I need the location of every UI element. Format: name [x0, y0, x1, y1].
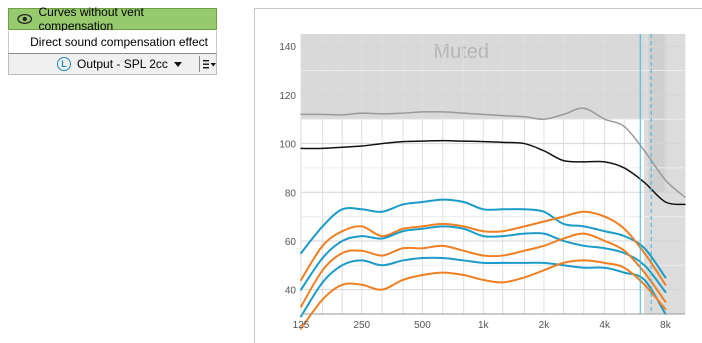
muted-label: Muted	[433, 41, 489, 63]
output-toolbar: L Output - SPL 2cc	[8, 53, 217, 75]
muted-region-top	[301, 34, 685, 120]
curves-without-vent-label: Curves without vent compensation	[38, 5, 144, 33]
output-select[interactable]: L Output - SPL 2cc	[57, 54, 199, 74]
direct-sound-compensation-toggle[interactable]: Direct sound compensation effect	[8, 31, 217, 53]
orange-curve-3	[300, 259, 667, 330]
curves-without-vent-toggle[interactable]: Curves without vent compensation	[8, 5, 217, 33]
output-select-label: Output - SPL 2cc	[77, 57, 168, 71]
orange-curve-1	[300, 210, 667, 286]
y-tick-label: 100	[279, 140, 296, 151]
toolbar-divider	[199, 56, 200, 72]
response-chart[interactable]: Muted 40 60 80 100 120 140 125 250 500 1k 2k 4k 8k	[255, 9, 702, 343]
orange-curve-2	[300, 232, 667, 308]
hamburger-dropdown-icon	[203, 60, 216, 69]
x-tick-label: 250	[353, 320, 370, 331]
view-menu-button[interactable]	[203, 57, 217, 71]
y-tick-label: 60	[285, 237, 297, 248]
blue-curve-2	[300, 225, 667, 294]
x-tick-label: 2k	[539, 320, 551, 331]
left-ear-badge: L	[57, 57, 71, 71]
x-tick-label: 500	[414, 320, 431, 331]
muted-curve	[300, 107, 686, 198]
blue-curve-1	[300, 198, 667, 279]
chart-frame: Muted 40 60 80 100 120 140 125 250 500 1k 2k 4k 8k	[254, 8, 702, 343]
direct-sound-compensation-label: Direct sound compensation effect	[30, 35, 208, 49]
triangle-down-icon	[173, 61, 182, 67]
eye-icon	[17, 14, 33, 24]
x-tick-label: 125	[293, 320, 310, 331]
x-tick-label: 4k	[599, 320, 611, 331]
blue-curve-3	[300, 256, 667, 318]
muted-region-band	[648, 34, 667, 193]
x-tick-label: 8k	[660, 320, 672, 331]
y-tick-label: 80	[285, 188, 297, 199]
x-tick-label: 1k	[478, 320, 490, 331]
y-tick-label: 140	[279, 42, 296, 53]
upper-output-curve	[300, 139, 686, 206]
y-tick-label: 120	[279, 91, 296, 102]
y-tick-label: 40	[285, 286, 297, 297]
